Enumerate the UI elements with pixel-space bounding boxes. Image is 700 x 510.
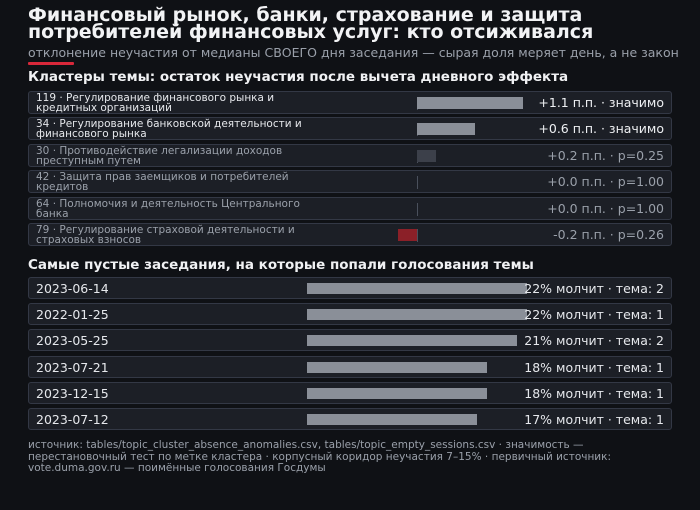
cluster-value-label: +1.1 п.п. · значимо	[538, 95, 664, 110]
cluster-zero-line	[417, 229, 418, 242]
cluster-bar	[397, 229, 417, 241]
session-row: 2023-07-12 17% молчит · тема: 1	[28, 408, 672, 430]
cluster-zero-line	[417, 202, 418, 216]
session-row: 2023-07-21 18% молчит · тема: 1	[28, 355, 672, 378]
session-bar	[307, 283, 527, 294]
cluster-label: 119 · Регулирование финансового рынка и …	[36, 92, 275, 114]
session-value-label: 18% молчит · тема: 1	[524, 359, 664, 375]
cluster-row: 34 · Регулирование банковской деятельнос…	[28, 117, 672, 141]
cluster-row: 79 · Регулирование страховой деятельност…	[28, 223, 672, 246]
cluster-value-label: +0.0 п.п. · p=1.00	[547, 174, 664, 190]
cluster-label: 34 · Регулирование банковской деятельнос…	[36, 118, 302, 141]
accent-line	[28, 62, 74, 65]
session-row: 2023-05-25 21% молчит · тема: 2	[28, 329, 672, 352]
cluster-label: 79 · Регулирование страховой деятельност…	[36, 224, 295, 246]
cluster-row: 42 · Защита прав заемщиков и потребителе…	[28, 170, 672, 194]
session-row: 2022-01-25 22% молчит · тема: 1	[28, 303, 672, 326]
cluster-value-label: -0.2 п.п. · p=0.26	[553, 227, 664, 242]
session-row: 2023-12-15 18% молчит · тема: 1	[28, 381, 672, 404]
session-date: 2022-01-25	[36, 307, 109, 323]
session-date: 2023-07-12	[36, 412, 109, 427]
session-row: 2023-06-14 22% молчит · тема: 2	[28, 277, 672, 299]
cluster-row: 119 · Регулирование финансового рынка и …	[28, 91, 672, 114]
cluster-zero-line	[417, 176, 418, 190]
page-subtitle: отклонение неучастия от медианы СВОЕГО д…	[28, 45, 679, 60]
session-value-label: 22% молчит · тема: 2	[524, 281, 664, 296]
session-bar	[307, 309, 527, 321]
clusters-section-title: Кластеры темы: остаток неучастия после в…	[28, 69, 569, 85]
cluster-row: 30 · Противодействие легализации доходов…	[28, 143, 672, 167]
session-date: 2023-06-14	[36, 281, 109, 296]
sessions-section-title: Самые пустые заседания, на которые попал…	[28, 257, 534, 273]
session-date: 2023-12-15	[36, 385, 109, 401]
cluster-bar	[417, 149, 437, 162]
session-value-label: 18% молчит · тема: 1	[524, 385, 664, 401]
session-date: 2023-07-21	[36, 359, 109, 375]
page-title: Финансовый рынок, банки, страхование и з…	[28, 4, 594, 43]
cluster-bar	[417, 123, 475, 136]
session-bar	[307, 361, 487, 373]
cluster-label: 42 · Защита прав заемщиков и потребителе…	[36, 171, 289, 194]
cluster-value-label: +0.6 п.п. · значимо	[538, 121, 664, 137]
session-bar	[307, 387, 487, 399]
source-footnote: источник: tables/topic_cluster_absence_a…	[28, 439, 612, 474]
session-date: 2023-05-25	[36, 333, 109, 349]
cluster-bar	[417, 97, 523, 109]
cluster-value-label: +0.2 п.п. · p=0.25	[547, 147, 664, 163]
session-value-label: 22% молчит · тема: 1	[524, 307, 664, 323]
session-bar	[307, 335, 517, 347]
session-value-label: 17% молчит · тема: 1	[524, 412, 664, 427]
cluster-label: 64 · Полномочия и деятельность Центральн…	[36, 197, 300, 220]
session-bar	[307, 414, 477, 425]
cluster-value-label: +0.0 п.п. · p=1.00	[547, 200, 664, 216]
cluster-row: 64 · Полномочия и деятельность Центральн…	[28, 196, 672, 220]
session-value-label: 21% молчит · тема: 2	[524, 333, 664, 349]
cluster-label: 30 · Противодействие легализации доходов…	[36, 144, 283, 167]
